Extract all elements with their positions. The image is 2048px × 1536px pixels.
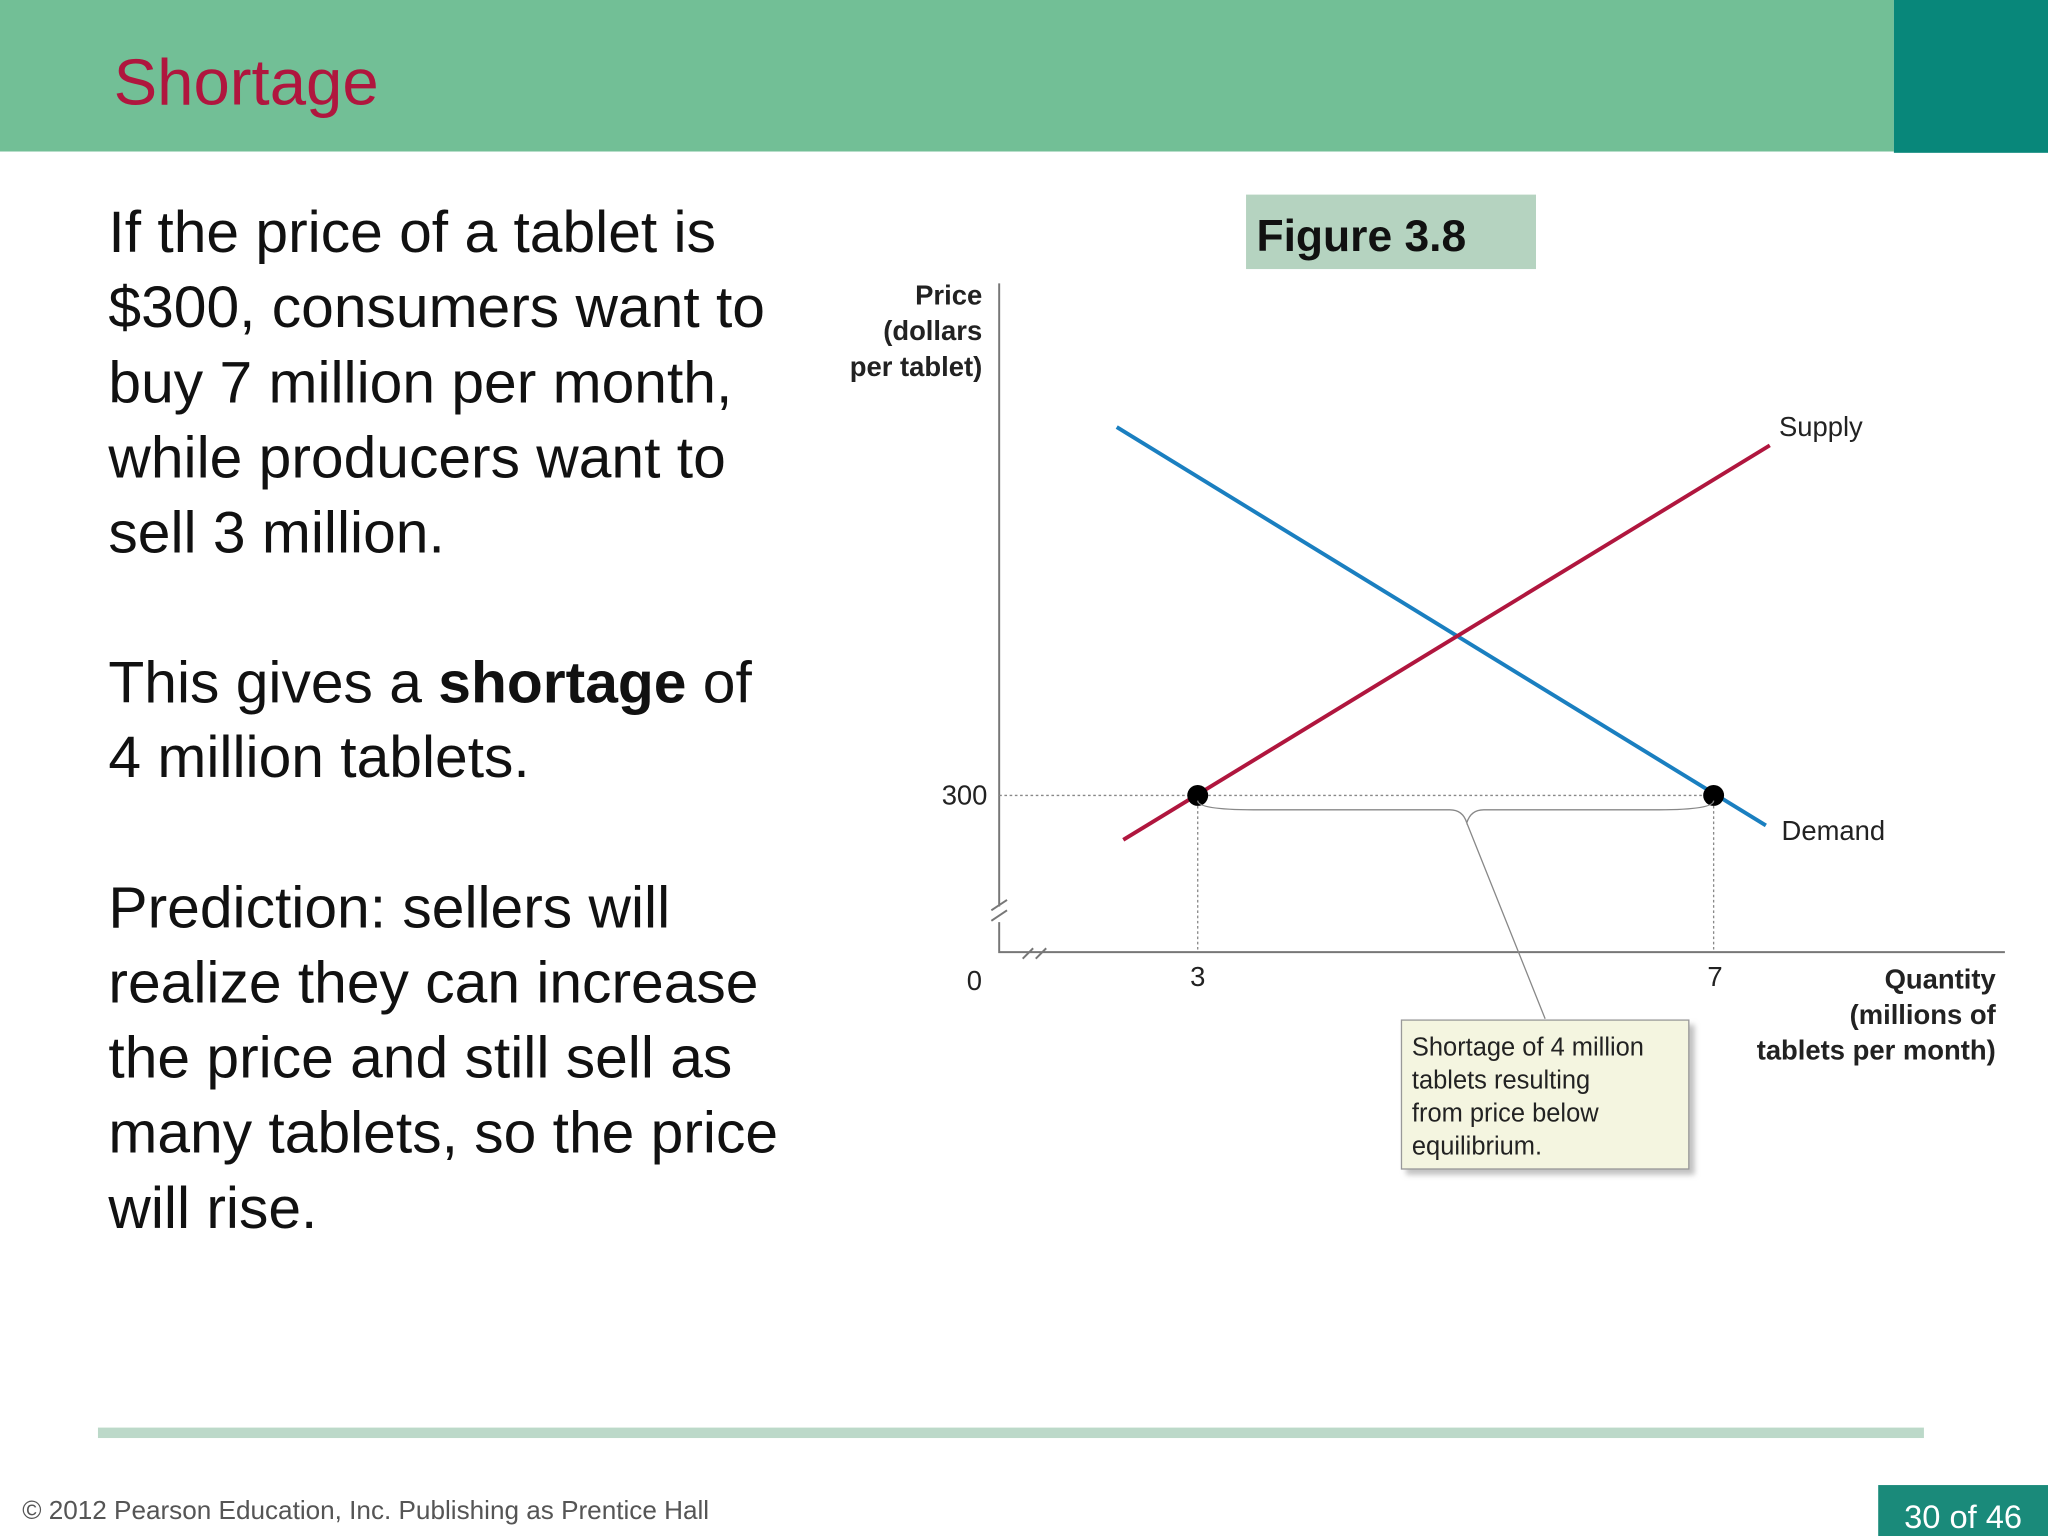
bold-text: shortage (438, 651, 686, 716)
text: of (686, 651, 752, 716)
page-number: 30 of 46 (1904, 1498, 2022, 1535)
y-tick-label: 300 (942, 780, 988, 811)
page-number-box (1878, 1485, 2048, 1536)
paragraph: If the price of a tablet is $300, consume… (107, 200, 765, 565)
callout-line: tablets resulting (1412, 1066, 1590, 1094)
guide-lines (999, 794, 1715, 953)
axes (990, 283, 2005, 960)
demand-label: Demand (1782, 815, 1886, 846)
x-tick-label: 3 (1190, 961, 1205, 992)
text: This gives a (108, 651, 438, 716)
x-axis-label-line: tablets per month) (1757, 1034, 1996, 1065)
x-axis-label-line: Quantity (1885, 964, 1997, 995)
paragraph-line: realize they can increase (108, 950, 758, 1015)
origin-label: 0 (967, 965, 982, 996)
paragraph-line: $300, consumers want to (108, 275, 765, 340)
x-axis-label: Quantity (millions of tablets per month) (1757, 964, 1997, 1066)
figure-label: Figure 3.8 (1256, 212, 1466, 261)
paragraph-line: If the price of a tablet is (108, 200, 716, 265)
supply-label: Supply (1779, 411, 1863, 442)
paragraph-line: will rise. (107, 1176, 317, 1241)
x-tick-label: 7 (1707, 961, 1722, 992)
header-band (0, 0, 1894, 152)
paragraph-line: many tablets, so the price (108, 1101, 778, 1166)
paragraph-line: the price and still sell as (108, 1026, 732, 1091)
figure: Figure 3.8 Price (dollars per tablet) Quan… (850, 194, 2005, 1170)
shortage-brace (1197, 800, 1715, 1020)
paragraph: Prediction: sellers will realize they can… (107, 875, 778, 1240)
paragraph-line: sell 3 million. (108, 500, 444, 565)
callout-text: Shortage of 4 million tablets resulting fr… (1412, 1033, 1644, 1160)
paragraph-line: 4 million tablets. (108, 725, 529, 790)
paragraph-line: Prediction: sellers will (108, 875, 670, 940)
paragraph-line: buy 7 million per month, (108, 350, 732, 415)
paragraph-line: while producers want to (107, 425, 725, 490)
header-corner (1893, 0, 2048, 153)
y-axis-label: Price (dollars per tablet) (850, 279, 982, 382)
y-axis-label-line: (dollars (883, 315, 982, 346)
demand-curve (1115, 425, 1767, 828)
x-axis-label-line: (millions of (1850, 999, 1997, 1030)
point (1703, 784, 1725, 806)
slide-title: Shortage (114, 45, 379, 118)
footer-rule (97, 1427, 1924, 1439)
callout-line: equilibrium. (1412, 1132, 1542, 1160)
figure-label-box (1246, 194, 1536, 270)
callout-line: Shortage of 4 million (1412, 1033, 1644, 1061)
callout-box (1400, 1019, 1690, 1170)
y-axis-label-line: per tablet) (850, 351, 982, 382)
copyright: © 2012 Pearson Education, Inc. Publishin… (22, 1495, 709, 1525)
supply-curve (1122, 443, 1771, 842)
paragraph-line: This gives a shortage of (108, 651, 752, 716)
y-axis-label-line: Price (915, 279, 982, 310)
point (1187, 784, 1209, 806)
callout-line: from price below (1412, 1099, 1599, 1127)
